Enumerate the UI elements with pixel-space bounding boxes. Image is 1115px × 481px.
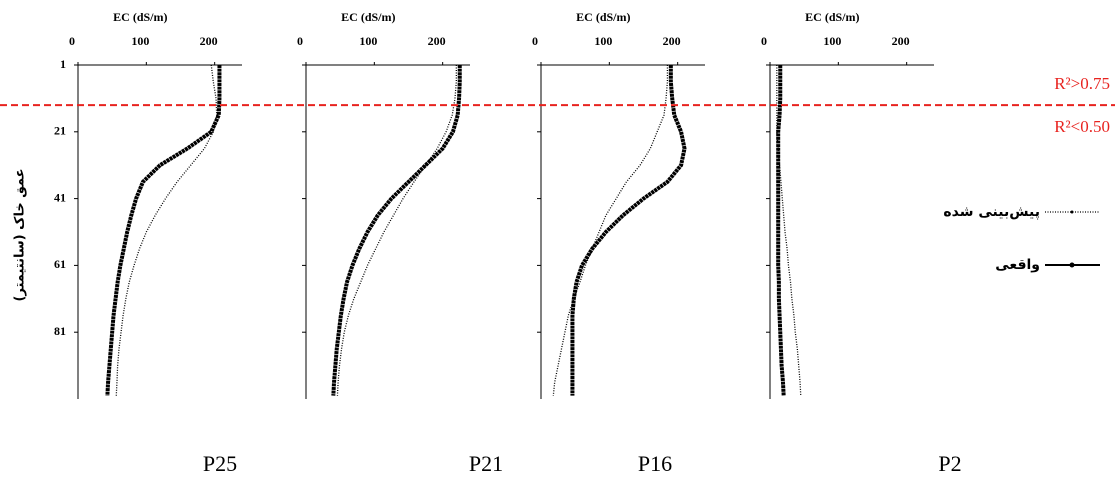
legend-label: واقعی — [995, 257, 1040, 273]
x-tick-label: 100 — [359, 34, 377, 48]
annotation: R²<0.50 — [1054, 117, 1110, 136]
x-tick-label: 100 — [594, 34, 612, 48]
legend-label: پیش‌بینی شده — [943, 204, 1040, 220]
series-line — [336, 65, 457, 396]
x-tick-label: 0 — [69, 34, 75, 48]
y-axis-label: عمق خاک (سانتیمتر) — [13, 168, 28, 301]
y-tick-label: 81 — [54, 324, 66, 338]
x-tick-label: 100 — [823, 34, 841, 48]
panel-title: P16 — [638, 451, 672, 476]
panel-title: P21 — [469, 451, 503, 476]
x-tick-label: 200 — [428, 34, 446, 48]
series-line — [570, 65, 687, 396]
series-line — [105, 65, 222, 396]
y-tick-label: 1 — [60, 57, 66, 71]
legend-marker — [1069, 262, 1075, 268]
series-line — [776, 65, 786, 396]
y-tick-label: 21 — [54, 124, 66, 138]
x-tick-label: 0 — [761, 34, 767, 48]
x-tick-label: 0 — [297, 34, 303, 48]
x-axis-label: EC (dS/m) — [576, 10, 630, 24]
x-axis-label: EC (dS/m) — [341, 10, 395, 24]
x-tick-label: 0 — [532, 34, 538, 48]
y-tick-label: 41 — [54, 190, 66, 204]
series-line — [776, 65, 802, 396]
x-tick-label: 200 — [200, 34, 218, 48]
x-tick-label: 200 — [892, 34, 910, 48]
panel-title: P2 — [938, 451, 961, 476]
legend-marker — [1070, 210, 1074, 214]
x-tick-label: 100 — [131, 34, 149, 48]
x-axis-label: EC (dS/m) — [113, 10, 167, 24]
x-tick-label: 200 — [663, 34, 681, 48]
y-tick-label: 61 — [54, 257, 66, 271]
x-axis-label: EC (dS/m) — [805, 10, 859, 24]
series-line — [115, 64, 218, 396]
series-line — [331, 65, 462, 396]
annotation: R²>0.75 — [1054, 74, 1110, 93]
panel-title: P25 — [203, 451, 237, 476]
